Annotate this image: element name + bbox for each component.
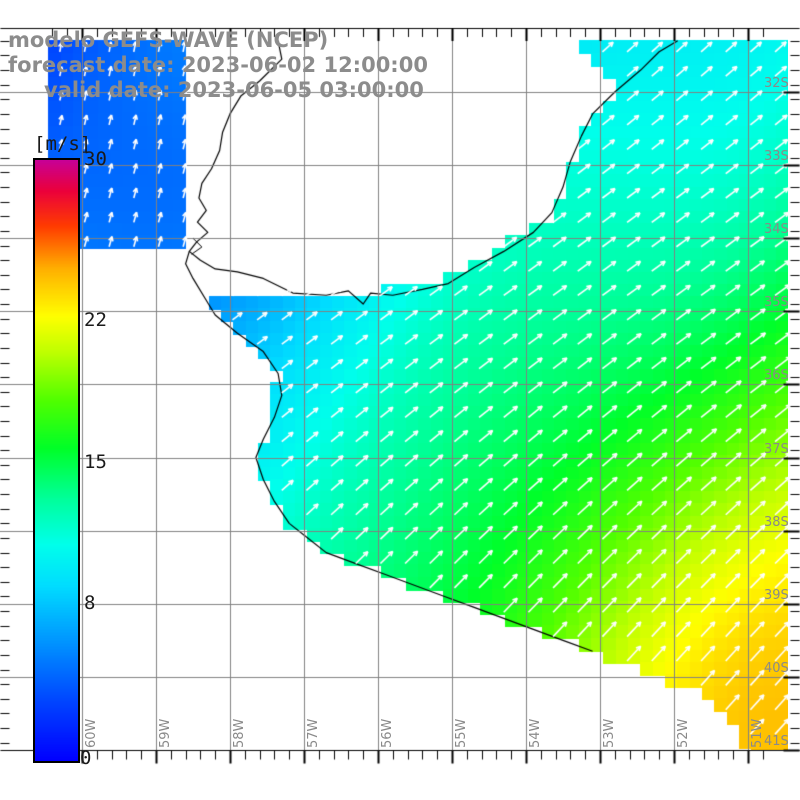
colorbar-tick-22: 22 xyxy=(84,309,107,332)
colorbar-tick-8: 8 xyxy=(84,591,96,614)
colorbar-gradient xyxy=(33,158,80,763)
colorbar xyxy=(33,158,80,763)
colorbar-tick-30: 30 xyxy=(84,148,107,170)
colorbar-tick-15: 15 xyxy=(84,450,107,473)
colorbar-tick-0: 0 xyxy=(80,747,92,769)
colorbar-unit-label: [m/s] xyxy=(34,133,92,155)
